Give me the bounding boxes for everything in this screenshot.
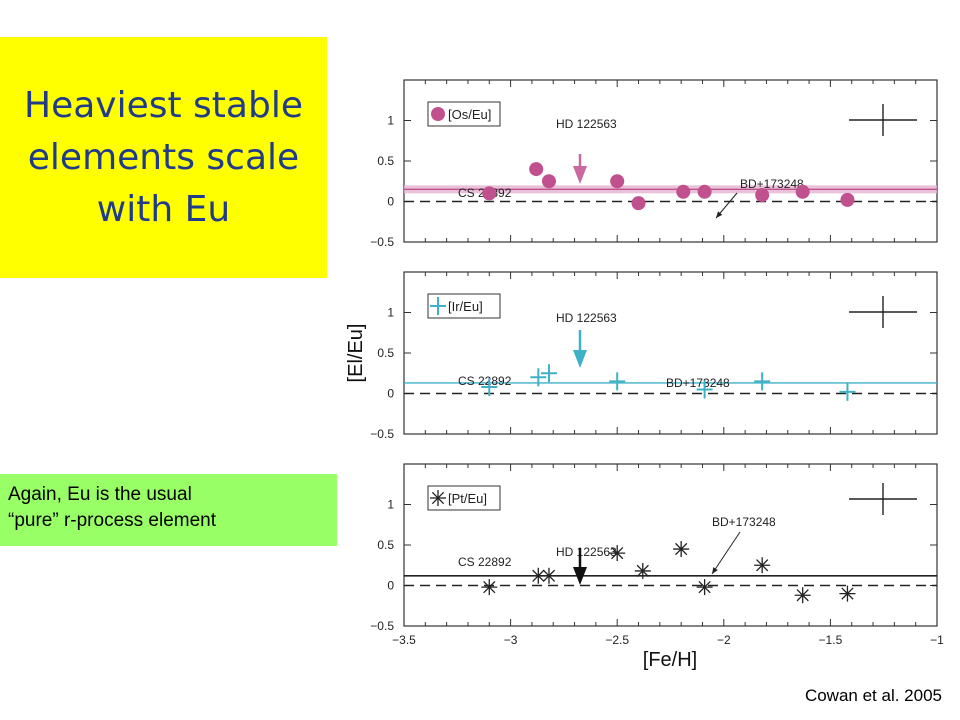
data-point — [609, 545, 626, 562]
annotation-hd122563: HD 122563 — [556, 545, 617, 559]
annotation-bd173248: BD+173248 — [666, 376, 730, 390]
hd122563-arrow-head — [573, 567, 587, 585]
data-point — [609, 372, 626, 391]
x-tick-label: −3.5 — [392, 633, 416, 647]
data-point — [794, 587, 811, 604]
data-point — [530, 368, 547, 387]
data-point — [696, 380, 713, 399]
data-point — [840, 192, 855, 207]
y-tick-label: 1 — [387, 306, 394, 320]
y-tick-label: 0 — [387, 195, 394, 209]
annotation-hd122563: HD 122563 — [556, 311, 617, 325]
data-point — [795, 184, 810, 199]
legend-label: [Ir/Eu] — [448, 299, 483, 314]
title-line-2: elements scale — [27, 136, 300, 178]
legend-label: [Os/Eu] — [448, 107, 491, 122]
legend-marker — [431, 107, 445, 121]
data-point — [676, 184, 691, 199]
legend-label: [Pt/Eu] — [448, 491, 487, 506]
data-point — [610, 174, 625, 189]
y-tick-label: 0 — [387, 579, 394, 593]
y-tick-label: −0.5 — [370, 235, 394, 249]
data-point — [482, 186, 497, 201]
hd122563-arrow-head — [573, 166, 587, 184]
note-box: Again, Eu is the usual “pure” r-process … — [0, 474, 337, 546]
data-point — [530, 567, 547, 584]
y-tick-label: 1 — [387, 498, 394, 512]
data-point — [540, 567, 557, 584]
x-tick-label: −2 — [717, 633, 731, 647]
annotation-cs22892: CS 22892 — [458, 374, 512, 388]
y-tick-label: 0.5 — [377, 538, 394, 552]
annotation-bd173248: BD+173248 — [740, 177, 804, 191]
note-line-2: “pure” r-process element — [8, 510, 217, 531]
annotation-cs22892: CS 22892 — [458, 555, 512, 569]
data-point — [541, 174, 556, 189]
y-axis-label: [El/Eu] — [345, 324, 367, 383]
legend-marker — [430, 297, 446, 315]
hd122563-arrow-head — [573, 350, 587, 368]
annotation-hd122563: HD 122563 — [556, 117, 617, 131]
x-tick-label: −3 — [504, 633, 518, 647]
data-point — [839, 382, 856, 401]
data-point — [481, 579, 498, 596]
legend-marker — [430, 490, 446, 506]
bd173248-arrow-line — [711, 531, 741, 575]
title-line-3: with Eu — [96, 188, 231, 230]
data-point — [755, 188, 770, 203]
data-point — [673, 541, 690, 558]
data-point — [839, 585, 856, 602]
data-point — [540, 364, 557, 383]
y-tick-label: −0.5 — [370, 619, 394, 633]
bd173248-arrow-head — [716, 211, 723, 218]
y-tick-label: 1 — [387, 114, 394, 128]
data-point — [696, 579, 713, 596]
x-tick-label: −2.5 — [605, 633, 629, 647]
citation: Cowan et al. 2005 — [804, 686, 942, 705]
annotation-bd173248: BD+173248 — [712, 515, 776, 529]
note-line-1: Again, Eu is the usual — [8, 484, 192, 505]
data-point — [634, 562, 651, 579]
title-line-1: Heaviest stable — [24, 84, 303, 126]
data-point — [697, 184, 712, 199]
data-point — [754, 557, 771, 574]
data-point — [754, 372, 771, 391]
data-point — [481, 378, 498, 397]
slide-title: Heaviest stable elements scale with Eu — [18, 80, 309, 236]
title-banner: Heaviest stable elements scale with Eu — [0, 37, 327, 278]
x-axis-label: [Fe/H] — [643, 649, 697, 671]
data-point — [631, 196, 646, 211]
y-tick-label: 0.5 — [377, 154, 394, 168]
x-tick-label: −1.5 — [819, 633, 843, 647]
abundance-figure: 1 0.5 0 −0.5 [Os/Eu] HD 122563 CS 22892 BD+1732… — [345, 79, 944, 671]
y-tick-label: −0.5 — [370, 427, 394, 441]
y-tick-label: 0 — [387, 387, 394, 401]
data-point — [529, 162, 544, 177]
bd173248-arrow-head — [712, 567, 718, 574]
y-tick-label: 0.5 — [377, 346, 394, 360]
x-tick-label: −1 — [930, 633, 944, 647]
